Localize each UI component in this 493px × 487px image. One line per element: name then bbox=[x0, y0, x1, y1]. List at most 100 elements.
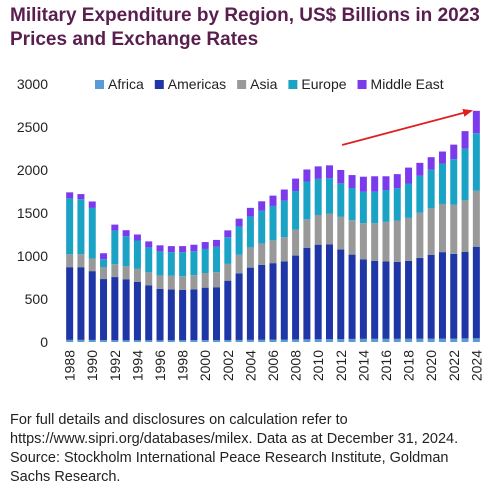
bar-segment bbox=[213, 239, 221, 247]
bar-segment bbox=[258, 339, 266, 342]
bar-segment bbox=[100, 267, 108, 280]
bar-segment bbox=[213, 287, 221, 341]
legend-label: Asia bbox=[250, 76, 277, 92]
bar-segment bbox=[145, 241, 153, 248]
bar-segment bbox=[201, 248, 209, 274]
bar-segment bbox=[190, 275, 198, 290]
bar-segment bbox=[427, 208, 435, 255]
x-tick-label: 1988 bbox=[62, 350, 78, 381]
legend-swatch bbox=[154, 80, 164, 89]
bar-segment bbox=[235, 226, 243, 255]
x-tick-label: 1996 bbox=[152, 350, 168, 381]
legend-swatch bbox=[237, 80, 247, 89]
bar-segment bbox=[303, 339, 311, 342]
bar-segment bbox=[427, 157, 435, 170]
legend-swatch bbox=[95, 80, 104, 89]
bar-segment bbox=[235, 273, 243, 340]
x-tick-label: 2020 bbox=[423, 350, 439, 381]
bar-segment bbox=[88, 207, 96, 259]
bar-segment bbox=[438, 151, 446, 164]
bar-segment bbox=[269, 263, 277, 340]
bar-segment bbox=[258, 264, 266, 340]
bar-segment bbox=[179, 340, 187, 342]
bar-segment bbox=[280, 189, 288, 201]
bar-segment bbox=[88, 258, 96, 272]
bar-segment bbox=[337, 216, 345, 250]
bar-segment bbox=[461, 338, 469, 342]
bar-segment bbox=[438, 338, 446, 342]
bar-segment bbox=[405, 217, 413, 261]
bar-segment bbox=[314, 244, 322, 340]
bar-segment bbox=[393, 188, 401, 221]
bar-segment bbox=[258, 201, 266, 211]
bar-segment bbox=[348, 175, 356, 188]
bar-segment bbox=[258, 243, 266, 265]
x-tick-label: 2000 bbox=[197, 350, 213, 381]
bar-segment bbox=[314, 166, 322, 179]
bar-segment bbox=[88, 339, 96, 342]
bar-segment bbox=[100, 340, 108, 342]
bar-segment bbox=[393, 338, 401, 342]
bar-segment bbox=[224, 230, 232, 238]
bar-segment bbox=[325, 178, 333, 214]
bar-segment bbox=[145, 340, 153, 342]
x-tick-label: 2004 bbox=[242, 350, 258, 381]
legend-label: Africa bbox=[108, 76, 144, 92]
x-tick-label: 2008 bbox=[288, 350, 304, 381]
bar-segment bbox=[427, 169, 435, 209]
bar-segment bbox=[337, 249, 345, 339]
stacked-bar-chart: Africa Americas Asia Europe Middle East 0 500… bbox=[17, 76, 485, 381]
bar-segment bbox=[393, 174, 401, 189]
bar-segment bbox=[246, 247, 254, 268]
bar-segment bbox=[122, 340, 130, 342]
trend-arrow bbox=[341, 109, 473, 146]
bar-segment bbox=[213, 272, 221, 288]
bar-segment bbox=[156, 251, 164, 276]
x-axis: 1988 1990 1992 1994 1996 1998 2000 2002 2004 2006… bbox=[62, 350, 485, 381]
bar-segment bbox=[167, 275, 175, 290]
bar-segment bbox=[145, 247, 153, 273]
bar-segment bbox=[348, 187, 356, 221]
x-tick-label: 2010 bbox=[310, 350, 326, 381]
bar-segment bbox=[382, 338, 390, 342]
bar-segment bbox=[427, 338, 435, 342]
bar-segment bbox=[438, 163, 446, 204]
bar-segment bbox=[382, 176, 390, 191]
bar-segment bbox=[325, 339, 333, 342]
bar-segment bbox=[235, 339, 243, 342]
x-tick-label: 1990 bbox=[84, 350, 100, 381]
bar-segment bbox=[269, 205, 277, 241]
bar-segment bbox=[190, 244, 198, 252]
bar-segment bbox=[167, 289, 175, 341]
y-tick-label: 1000 bbox=[17, 248, 48, 264]
bar-segment bbox=[450, 159, 458, 205]
bar-segment bbox=[438, 252, 446, 339]
bar-segment bbox=[371, 338, 379, 342]
bar-segment bbox=[246, 339, 254, 342]
bar-segment bbox=[156, 275, 164, 289]
bar-segment bbox=[179, 252, 187, 277]
x-tick-label: 1994 bbox=[129, 350, 145, 381]
bar-segment bbox=[461, 200, 469, 252]
y-axis: 0 500 1000 1500 2000 2500 3000 bbox=[17, 76, 48, 350]
x-tick-label: 2006 bbox=[265, 350, 281, 381]
bar-segment bbox=[337, 338, 345, 342]
bar-segment bbox=[348, 254, 356, 339]
bar-segment bbox=[359, 191, 367, 224]
bar-segment bbox=[314, 178, 322, 215]
bar-segment bbox=[100, 253, 108, 260]
bar-segment bbox=[461, 131, 469, 149]
bar-segment bbox=[461, 148, 469, 201]
bar-segment bbox=[133, 281, 141, 341]
bar-segment bbox=[201, 340, 209, 342]
bar-segment bbox=[292, 178, 300, 192]
bar-segment bbox=[461, 251, 469, 339]
bar-segment bbox=[133, 240, 141, 269]
bar-segment bbox=[77, 199, 85, 255]
y-tick-label: 500 bbox=[25, 291, 49, 307]
bar-segment bbox=[246, 216, 254, 248]
bar-segment bbox=[438, 203, 446, 253]
bar-segment bbox=[416, 175, 424, 213]
bar-segment bbox=[337, 170, 345, 184]
bar-segment bbox=[359, 176, 367, 192]
